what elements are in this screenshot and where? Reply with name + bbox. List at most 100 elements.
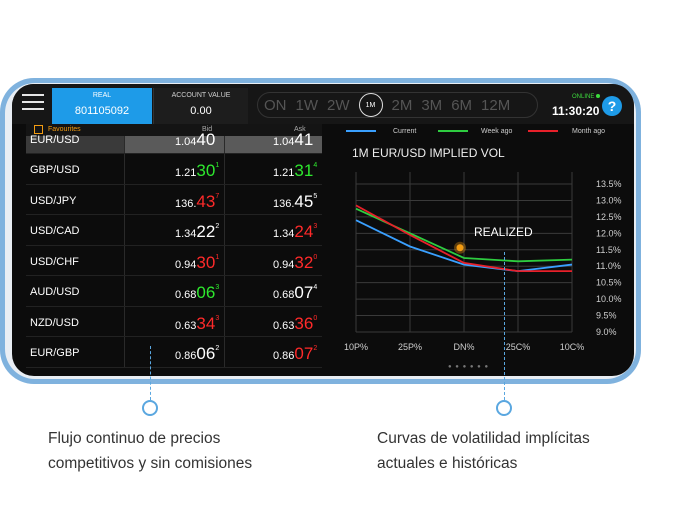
bid-price-base: 0.68 <box>175 289 197 301</box>
ask-price-fraction: 3 <box>313 223 318 230</box>
bid-price-cell[interactable]: 1.0440 <box>124 130 224 153</box>
favourites-header: Favourites Bid Ask <box>26 124 322 136</box>
account-value-panel: ACCOUNT VALUE 0.00 <box>153 88 248 124</box>
edit-icon[interactable] <box>34 125 43 134</box>
bid-price-cell[interactable]: 1.34222 <box>124 215 224 245</box>
ask-price-base: 0.68 <box>273 289 295 301</box>
quote-row[interactable]: AUD/USD 0.68063 0.68074 <box>26 276 322 307</box>
legend-week-line <box>438 130 468 132</box>
real-account-number: 801105092 <box>74 105 130 117</box>
quote-row[interactable]: USD/CHF 0.94301 0.94320 <box>26 245 322 276</box>
bid-price-fraction: 1 <box>215 162 220 169</box>
bid-price: 0.63343 <box>175 314 219 334</box>
favourites-label[interactable]: Favourites <box>48 126 81 133</box>
series-line-month-ago <box>355 204 572 273</box>
caption-left: Flujo continuo de precios competitivos y… <box>48 426 252 476</box>
period-on[interactable]: ON <box>264 96 287 114</box>
caption-left-line2: competitivos y sin comisiones <box>48 455 253 472</box>
bid-price-fraction: 3 <box>215 314 220 322</box>
ask-price-fraction: 4 <box>313 284 318 291</box>
bid-price: 0.94301 <box>175 253 219 273</box>
ask-price: 0.94320 <box>273 253 317 273</box>
legend-current-line <box>346 130 376 132</box>
ask-price-base: 0.63 <box>273 319 295 332</box>
account-value: 0.00 <box>190 105 212 117</box>
ask-price-pips: 41 <box>294 130 314 149</box>
x-tick-label: DN% <box>453 342 474 352</box>
ask-price-cell[interactable]: 1.34243 <box>224 215 322 245</box>
bid-price: 1.21301 <box>175 161 219 181</box>
ask-price-cell[interactable]: 136.455 <box>224 184 322 214</box>
bid-price-base: 0.63 <box>175 319 197 332</box>
legend-current: Current <box>393 128 417 135</box>
quote-row[interactable]: GBP/USD 1.21301 1.21314 <box>26 154 322 185</box>
ask-price: 1.21314 <box>273 161 317 181</box>
quote-row[interactable]: USD/CAD 1.34222 1.34243 <box>26 215 322 246</box>
ask-price-pips: 36 <box>294 313 314 333</box>
period-1w[interactable]: 1W <box>295 96 319 114</box>
callout-line-right <box>504 252 505 400</box>
ask-price-fraction: 2 <box>313 345 318 352</box>
ask-price-cell[interactable]: 1.0441 <box>224 130 322 153</box>
period-6m[interactable]: 6M <box>451 96 473 114</box>
bid-price: 136.437 <box>175 192 219 212</box>
bid-price-cell[interactable]: 1.21301 <box>124 154 224 184</box>
quote-row[interactable]: EUR/USD 1.0440 1.0441 <box>26 130 322 154</box>
currency-pair: EUR/GBP <box>30 347 80 359</box>
series-line-current <box>355 219 573 273</box>
bid-price-cell[interactable]: 0.94301 <box>124 245 224 275</box>
y-tick-label: 10.0% <box>596 294 622 304</box>
y-tick-label: 11.5% <box>596 245 621 255</box>
period-1m[interactable]: 1M <box>358 93 383 117</box>
period-2w[interactable]: 2W <box>327 96 350 114</box>
ask-price-pips: 31 <box>294 161 314 180</box>
ask-price-cell[interactable]: 0.68074 <box>224 276 322 306</box>
bid-price: 0.68063 <box>175 283 219 303</box>
currency-pair: AUD/USD <box>30 286 80 298</box>
quotes-list: EUR/USD 1.0440 1.0441 GBP/USD 1.21301 1.21314… <box>26 130 322 368</box>
ask-price-cell[interactable]: 0.63360 <box>224 306 322 336</box>
currency-pair: NZD/USD <box>30 316 79 329</box>
y-tick-label: 13.0% <box>596 195 622 205</box>
bid-price-pips: 40 <box>196 130 216 149</box>
bid-price-fraction: 2 <box>215 223 220 230</box>
quote-row[interactable]: USD/JPY 136.437 136.455 <box>26 184 322 215</box>
bid-price-pips: 06 <box>196 283 216 302</box>
ask-price-fraction: 0 <box>313 314 318 322</box>
currency-pair: EUR/USD <box>30 134 80 146</box>
real-account-label: REAL <box>92 92 112 99</box>
bid-price-base: 1.21 <box>175 167 197 179</box>
ask-price-base: 1.34 <box>273 228 295 240</box>
ask-price-cell[interactable]: 0.86072 <box>224 337 322 367</box>
real-account-tab[interactable]: REAL 801105092 <box>52 88 152 124</box>
page-indicator: ● ● ● ● ● ● <box>448 364 490 370</box>
legend-month-line <box>528 130 558 132</box>
ask-price: 0.86072 <box>273 344 317 364</box>
callout-dot-left <box>142 400 158 416</box>
caption-right-line2: actuales e históricas <box>377 455 518 472</box>
bid-price-cell[interactable]: 0.86062 <box>124 337 224 367</box>
bid-price-pips: 22 <box>196 222 216 241</box>
bid-price-cell[interactable]: 0.63343 <box>124 306 224 336</box>
ask-price: 0.63360 <box>273 314 317 334</box>
quote-row[interactable]: NZD/USD 0.63343 0.63360 <box>26 306 322 337</box>
help-button[interactable]: ? <box>602 96 622 116</box>
ask-price-pips: 32 <box>294 252 314 272</box>
menu-icon[interactable] <box>22 94 44 112</box>
bid-price-pips: 06 <box>196 344 216 363</box>
ask-price-pips: 24 <box>294 222 314 241</box>
ask-price-cell[interactable]: 0.94320 <box>224 245 322 275</box>
callout-line-left <box>150 346 151 400</box>
online-status: ONLINE <box>572 94 601 100</box>
x-tick-label: 10C% <box>560 342 585 352</box>
quote-row[interactable]: EUR/GBP 0.86062 0.86072 <box>26 337 322 368</box>
bid-price-cell[interactable]: 0.68063 <box>124 276 224 306</box>
ask-price-cell[interactable]: 1.21314 <box>224 154 322 184</box>
bid-price-base: 136. <box>175 197 197 210</box>
x-tick-label: 25C% <box>506 342 531 352</box>
bid-price-cell[interactable]: 136.437 <box>124 184 224 214</box>
account-value-label: ACCOUNT VALUE <box>171 92 231 99</box>
period-3m[interactable]: 3M <box>421 96 443 114</box>
period-2m[interactable]: 2M <box>391 96 413 114</box>
period-12m[interactable]: 12M <box>481 96 511 114</box>
